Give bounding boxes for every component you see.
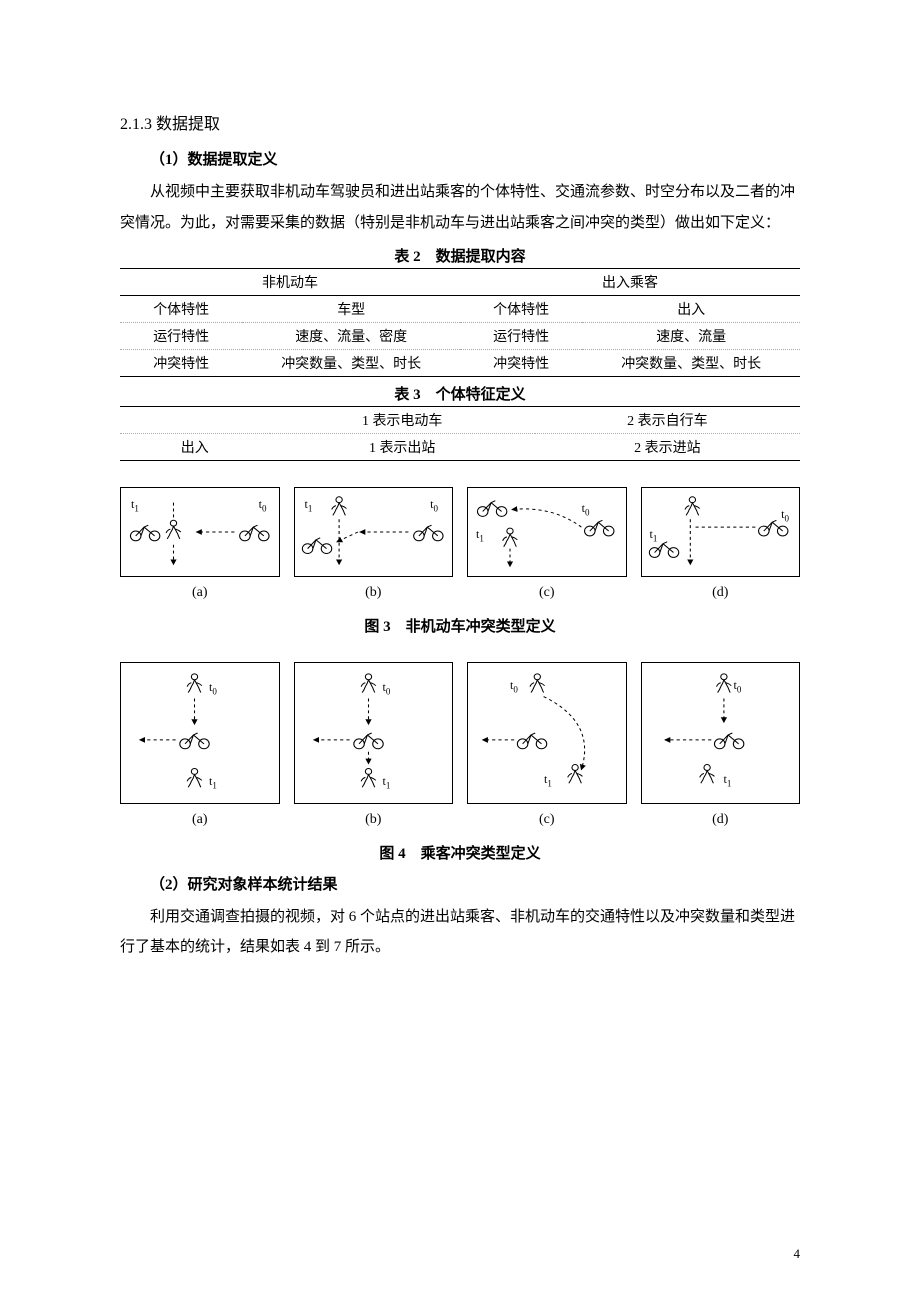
figure-3-row: t1 t0 (a) t1 t0 (120, 487, 800, 601)
figure-3-d: t1 t0 (d) (641, 487, 801, 601)
figure-3-a: t1 t0 (a) (120, 487, 280, 601)
table-cell: 2 表示自行车 (535, 406, 800, 433)
paragraph-2: 利用交通调查拍摄的视频，对 6 个站点的进出站乘客、非机动车的交通特性以及冲突数… (120, 902, 800, 964)
table-cell: 冲突特性 (120, 349, 242, 376)
table-cell: 冲突数量、类型、时长 (242, 349, 460, 376)
figure-3-c-box: t1 t0 (467, 487, 627, 577)
figure-4-a-box: t0 t1 (120, 662, 280, 804)
bicycle-icon (642, 488, 800, 576)
paragraph-1: 从视频中主要获取非机动车驾驶员和进出站乘客的个体特性、交通流参数、时空分布以及二… (120, 177, 800, 239)
table-cell: 1 表示电动车 (270, 406, 535, 433)
figure-3-c: t1 t0 (c) (467, 487, 627, 601)
table-cell: 运行特性 (120, 322, 242, 349)
table-3: 1 表示电动车 2 表示自行车 出入 1 表示出站 2 表示进站 (120, 406, 800, 461)
figure-3-b-box: t1 t0 (294, 487, 454, 577)
bicycle-icon (468, 488, 626, 576)
bicycle-icon (295, 488, 453, 576)
figure-3-d-box: t1 t0 (641, 487, 801, 577)
table-cell: 冲突数量、类型、时长 (582, 349, 800, 376)
figure-label: (d) (641, 585, 801, 601)
table-cell: 车型 (242, 295, 460, 322)
figure-4-d-box: t0 t1 (641, 662, 801, 804)
page-number: 4 (794, 1246, 801, 1262)
table-cell (120, 406, 270, 433)
table-cell: 个体特性 (460, 295, 582, 322)
heading-1: （1）数据提取定义 (120, 148, 800, 169)
figure-4-c-box: t0 t1 (467, 662, 627, 804)
figure-label: (a) (120, 812, 280, 828)
table-cell: 出入 (582, 295, 800, 322)
table-2-header-right: 出入乘客 (460, 268, 800, 295)
table-cell: 个体特性 (120, 295, 242, 322)
figure-label: (d) (641, 812, 801, 828)
table-cell: 2 表示进站 (535, 433, 800, 460)
figure-4-a: t0 t1 (a) (120, 662, 280, 828)
figure-4-d: t0 t1 (d) (641, 662, 801, 828)
figure-4-caption: 图 4 乘客冲突类型定义 (120, 842, 800, 863)
bicycle-icon (121, 488, 279, 576)
heading-2: （2）研究对象样本统计结果 (120, 873, 800, 894)
figure-label: (b) (294, 585, 454, 601)
table-cell: 1 表示出站 (270, 433, 535, 460)
pedestrian-icon (121, 663, 279, 803)
figure-3-b: t1 t0 (b) (294, 487, 454, 601)
figure-3-a-box: t1 t0 (120, 487, 280, 577)
table-cell: 冲突特性 (460, 349, 582, 376)
table-3-caption: 表 3 个体特征定义 (120, 383, 800, 404)
table-cell: 速度、流量 (582, 322, 800, 349)
figure-label: (b) (294, 812, 454, 828)
table-2: 非机动车 出入乘客 个体特性 车型 个体特性 出入 运行特性 速度、流量、密度 … (120, 268, 800, 377)
table-cell: 出入 (120, 433, 270, 460)
figure-4-row: t0 t1 (a) t0 t1 (120, 662, 800, 828)
figure-label: (c) (467, 812, 627, 828)
figure-label: (a) (120, 585, 280, 601)
figure-4-c: t0 t1 (c) (467, 662, 627, 828)
pedestrian-icon (468, 663, 626, 803)
figure-label: (c) (467, 585, 627, 601)
table-cell: 运行特性 (460, 322, 582, 349)
pedestrian-icon (295, 663, 453, 803)
figure-4-b: t0 t1 (b) (294, 662, 454, 828)
table-2-caption: 表 2 数据提取内容 (120, 245, 800, 266)
page: 2.1.3 数据提取 （1）数据提取定义 从视频中主要获取非机动车驾驶员和进出站… (0, 0, 920, 1302)
pedestrian-icon (642, 663, 800, 803)
table-2-header-left: 非机动车 (120, 268, 460, 295)
figure-4-b-box: t0 t1 (294, 662, 454, 804)
section-number: 2.1.3 数据提取 (120, 110, 800, 134)
figure-3-caption: 图 3 非机动车冲突类型定义 (120, 615, 800, 636)
table-cell: 速度、流量、密度 (242, 322, 460, 349)
